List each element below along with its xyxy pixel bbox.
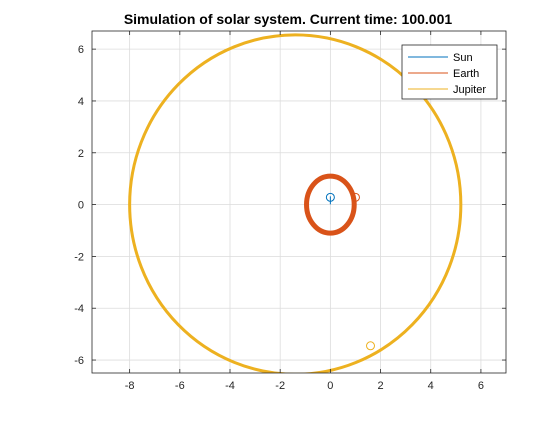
y-tick-label: 6 <box>78 44 84 56</box>
chart-title: Simulation of solar system. Current time… <box>124 11 453 27</box>
x-tick-label: 2 <box>377 380 383 392</box>
plot-area: -8 -6 -4 -2 0 2 4 6 -6 -4 -2 0 2 4 6 Sun Earth Jupiter <box>74 30 507 392</box>
x-tick-label: -4 <box>225 380 235 392</box>
y-tick-label: -2 <box>74 251 84 263</box>
x-tick-label: 0 <box>327 380 333 392</box>
earth-position-marker <box>350 192 360 202</box>
legend-box <box>401 44 498 100</box>
y-tick-label: 0 <box>78 200 84 212</box>
x-tick-label: 4 <box>428 380 434 392</box>
legend-label-earth: Earth <box>453 68 479 80</box>
legend: Sun Earth Jupiter <box>401 44 498 100</box>
x-tick-label: 6 <box>478 380 484 392</box>
x-tick-label: -8 <box>125 380 135 392</box>
y-tick-label: 2 <box>78 148 84 160</box>
x-tick-label: -6 <box>175 380 185 392</box>
jupiter-orbit <box>128 33 463 373</box>
legend-label-sun: Sun <box>453 52 473 64</box>
axes-box <box>91 30 507 374</box>
y-tick-label: -6 <box>74 355 84 367</box>
legend-label-jupiter: Jupiter <box>453 84 486 96</box>
jupiter-position-marker <box>366 341 376 351</box>
x-tick-label: -2 <box>275 380 285 392</box>
y-tick-label: 4 <box>78 96 84 108</box>
series-layer <box>128 33 463 373</box>
earth-orbit <box>304 173 357 236</box>
y-tick-label: -4 <box>74 303 84 315</box>
